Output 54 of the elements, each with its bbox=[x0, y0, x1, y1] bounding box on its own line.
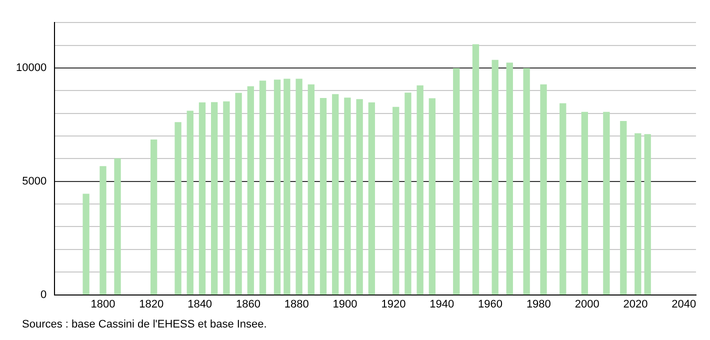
x-tick-label: 1820 bbox=[139, 298, 164, 310]
bar bbox=[344, 98, 351, 295]
bar bbox=[634, 133, 642, 295]
bar bbox=[174, 122, 182, 295]
bar bbox=[114, 158, 121, 295]
x-tick-label: 1900 bbox=[332, 298, 358, 310]
bar bbox=[100, 166, 106, 295]
bar bbox=[308, 84, 314, 295]
bar bbox=[368, 102, 375, 295]
bar bbox=[332, 94, 339, 295]
x-tick-label: 1980 bbox=[526, 298, 551, 310]
y-tick-label: 5000 bbox=[22, 175, 47, 188]
bar bbox=[150, 140, 158, 295]
bar bbox=[492, 60, 498, 295]
bar bbox=[392, 106, 400, 295]
bar bbox=[356, 99, 363, 295]
bar bbox=[235, 92, 242, 295]
bar bbox=[296, 78, 302, 295]
bar bbox=[603, 112, 610, 295]
y-tick-label: 10000 bbox=[16, 62, 47, 74]
bar bbox=[620, 120, 627, 295]
bar bbox=[472, 44, 480, 295]
bar bbox=[186, 110, 194, 295]
bar bbox=[416, 85, 424, 295]
bar bbox=[211, 102, 218, 295]
bar bbox=[320, 98, 327, 295]
bar bbox=[523, 68, 530, 295]
bar bbox=[560, 103, 566, 295]
bar bbox=[259, 80, 266, 295]
bar bbox=[506, 62, 513, 295]
x-tick-label: 1880 bbox=[284, 298, 309, 310]
x-tick-label: 2020 bbox=[623, 298, 648, 310]
bar bbox=[198, 102, 206, 295]
x-tick-label: 1960 bbox=[478, 298, 503, 310]
x-tick-label: 2040 bbox=[672, 298, 696, 310]
bar bbox=[540, 84, 547, 295]
bar bbox=[274, 80, 281, 295]
bar bbox=[82, 194, 90, 295]
bar bbox=[581, 112, 588, 295]
x-tick-label: 1940 bbox=[430, 298, 454, 310]
bar bbox=[404, 92, 412, 295]
x-tick-label: 1840 bbox=[188, 298, 212, 310]
source-note: Sources : base Cassini de l'EHESS et base Insee. bbox=[22, 318, 267, 331]
bar bbox=[284, 78, 290, 295]
bar bbox=[644, 134, 651, 295]
bar bbox=[247, 86, 254, 295]
x-tick-label: 2000 bbox=[574, 298, 600, 310]
bar bbox=[453, 68, 460, 295]
bar bbox=[223, 101, 230, 295]
x-tick-label: 1800 bbox=[90, 298, 116, 310]
y-tick-label: 0 bbox=[40, 288, 47, 301]
bar bbox=[428, 98, 436, 295]
x-tick-label: 1860 bbox=[236, 298, 260, 310]
x-tick-label: 1920 bbox=[381, 298, 406, 310]
